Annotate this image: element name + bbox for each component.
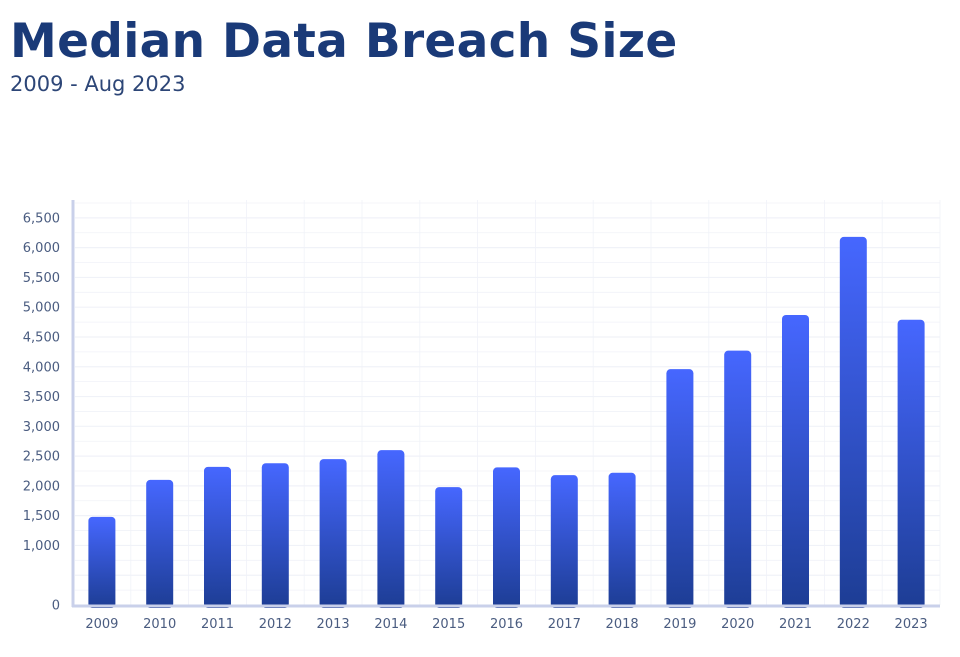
y-tick-label: 3,500	[23, 390, 60, 405]
x-tick-label: 2014	[374, 617, 407, 632]
x-tick-label: 2016	[490, 617, 523, 632]
y-tick-label: 6,000	[23, 241, 60, 256]
x-tick-label: 2010	[143, 617, 176, 632]
tick-labels: 2009 2010 2011 2012 2013 2014 2015 2016 2017 2018…	[23, 211, 928, 632]
x-tick-label: 2023	[895, 617, 928, 632]
y-tick-label: 5,000	[23, 301, 60, 316]
y-tick-label: 0	[52, 599, 60, 614]
y-tick-label: 6,500	[23, 211, 60, 226]
bar-2009	[88, 516, 116, 608]
y-tick-label: 2,000	[23, 479, 60, 494]
y-tick-label: 4,000	[23, 360, 60, 375]
bar-2010	[146, 479, 174, 608]
bar-2017	[550, 475, 578, 608]
x-tick-label: 2009	[85, 617, 118, 632]
y-tick-label: 1,500	[23, 509, 60, 524]
bar-2015	[435, 487, 463, 608]
y-tick-label: 1,000	[23, 539, 60, 554]
y-tick-label: 3,000	[23, 420, 60, 435]
bars	[88, 236, 925, 609]
x-tick-label: 2012	[259, 617, 292, 632]
x-tick-label: 2022	[837, 617, 870, 632]
y-tick-label: 2,500	[23, 450, 60, 465]
y-tick-label: 5,500	[23, 271, 60, 286]
x-tick-label: 2018	[606, 617, 639, 632]
axes	[71, 200, 940, 608]
bar-2014	[377, 450, 405, 608]
bar-2011	[204, 466, 231, 608]
bar-2013	[319, 459, 347, 608]
bar-2020	[724, 350, 752, 608]
x-tick-label: 2011	[201, 617, 234, 632]
bar-2021	[782, 314, 809, 608]
bar-2022	[839, 236, 867, 609]
bar-2019	[666, 369, 694, 608]
x-tick-label: 2021	[779, 617, 812, 632]
bar-2012	[261, 463, 289, 608]
x-tick-label: 2020	[721, 617, 754, 632]
y-tick-label: 4,500	[23, 330, 60, 345]
x-tick-label: 2017	[548, 617, 581, 632]
bar-2016	[493, 467, 520, 608]
x-tick-label: 2015	[432, 617, 465, 632]
x-tick-label: 2013	[317, 617, 350, 632]
bar-2018	[608, 472, 636, 608]
bar-2023	[897, 319, 925, 608]
chart-title: Median Data Breach Size	[10, 14, 678, 69]
x-tick-label: 2019	[663, 617, 696, 632]
chart-subtitle: 2009 - Aug 2023	[10, 72, 186, 96]
